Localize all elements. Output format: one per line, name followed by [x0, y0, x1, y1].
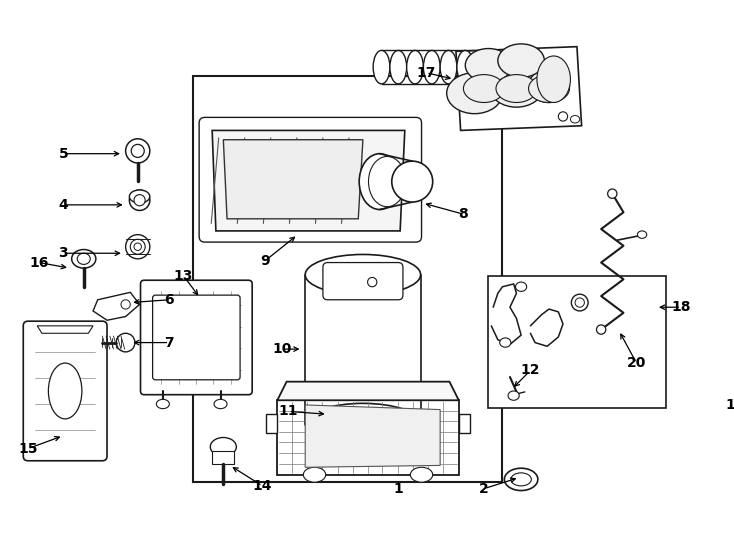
Text: 5: 5	[59, 147, 68, 161]
Ellipse shape	[528, 69, 570, 103]
Polygon shape	[305, 405, 440, 467]
Ellipse shape	[156, 400, 170, 409]
Ellipse shape	[447, 73, 503, 113]
Ellipse shape	[373, 50, 390, 84]
Ellipse shape	[473, 50, 490, 84]
Polygon shape	[93, 292, 139, 320]
Ellipse shape	[368, 278, 377, 287]
Ellipse shape	[559, 112, 567, 121]
Ellipse shape	[515, 282, 527, 292]
Polygon shape	[277, 382, 459, 400]
Ellipse shape	[116, 333, 135, 352]
Ellipse shape	[465, 49, 512, 82]
Ellipse shape	[498, 44, 545, 77]
Ellipse shape	[305, 403, 421, 444]
Ellipse shape	[490, 70, 542, 107]
Text: 20: 20	[627, 356, 646, 370]
Ellipse shape	[214, 400, 227, 409]
Ellipse shape	[597, 325, 606, 334]
Ellipse shape	[126, 235, 150, 259]
Ellipse shape	[392, 161, 433, 202]
Ellipse shape	[463, 75, 504, 103]
Text: 1: 1	[393, 482, 403, 496]
Text: 11: 11	[279, 404, 298, 418]
Text: 12: 12	[520, 363, 540, 377]
Text: 2: 2	[479, 482, 489, 496]
Bar	[487, 275, 666, 408]
Ellipse shape	[537, 56, 570, 103]
Text: 3: 3	[59, 246, 68, 260]
FancyBboxPatch shape	[23, 321, 107, 461]
Ellipse shape	[72, 249, 96, 268]
Ellipse shape	[359, 154, 400, 210]
Text: 17: 17	[416, 66, 436, 80]
Polygon shape	[456, 46, 581, 131]
Polygon shape	[266, 414, 277, 433]
Text: 13: 13	[174, 268, 193, 282]
Text: 15: 15	[18, 442, 37, 456]
Ellipse shape	[390, 50, 407, 84]
Ellipse shape	[528, 75, 570, 103]
Polygon shape	[212, 131, 404, 231]
Text: 10: 10	[272, 342, 291, 356]
Text: 4: 4	[59, 198, 68, 212]
Text: 8: 8	[459, 207, 468, 221]
FancyBboxPatch shape	[323, 262, 403, 300]
Ellipse shape	[407, 50, 424, 84]
Text: 18: 18	[672, 300, 691, 314]
Ellipse shape	[410, 467, 433, 482]
Ellipse shape	[457, 50, 473, 84]
Ellipse shape	[570, 116, 580, 123]
FancyBboxPatch shape	[199, 117, 421, 242]
FancyBboxPatch shape	[140, 280, 252, 395]
Ellipse shape	[305, 254, 421, 295]
Polygon shape	[223, 140, 363, 219]
Polygon shape	[277, 400, 459, 475]
Ellipse shape	[303, 467, 326, 482]
Ellipse shape	[126, 139, 150, 163]
Ellipse shape	[424, 50, 440, 84]
Bar	[212, 451, 234, 464]
Ellipse shape	[129, 190, 150, 211]
Ellipse shape	[131, 144, 145, 157]
Ellipse shape	[511, 473, 531, 486]
Ellipse shape	[637, 231, 647, 238]
Ellipse shape	[571, 294, 588, 311]
Ellipse shape	[368, 157, 406, 207]
Polygon shape	[459, 414, 470, 433]
Ellipse shape	[130, 239, 145, 254]
Ellipse shape	[608, 189, 617, 198]
Ellipse shape	[500, 338, 511, 347]
FancyBboxPatch shape	[153, 295, 240, 380]
Ellipse shape	[121, 300, 130, 309]
Text: 19: 19	[725, 398, 734, 412]
Bar	[192, 77, 503, 482]
Ellipse shape	[440, 50, 457, 84]
Ellipse shape	[211, 437, 236, 456]
Ellipse shape	[129, 190, 150, 203]
Text: 6: 6	[164, 293, 174, 307]
Ellipse shape	[575, 298, 584, 307]
Ellipse shape	[504, 468, 538, 490]
Text: 9: 9	[261, 254, 270, 268]
Ellipse shape	[77, 253, 90, 265]
Ellipse shape	[48, 363, 82, 419]
Text: 14: 14	[252, 479, 272, 493]
Ellipse shape	[134, 194, 145, 206]
Polygon shape	[37, 326, 93, 333]
Ellipse shape	[496, 75, 537, 103]
Text: 16: 16	[29, 255, 48, 269]
Ellipse shape	[508, 391, 519, 400]
Text: 7: 7	[164, 335, 174, 349]
Ellipse shape	[134, 243, 142, 251]
